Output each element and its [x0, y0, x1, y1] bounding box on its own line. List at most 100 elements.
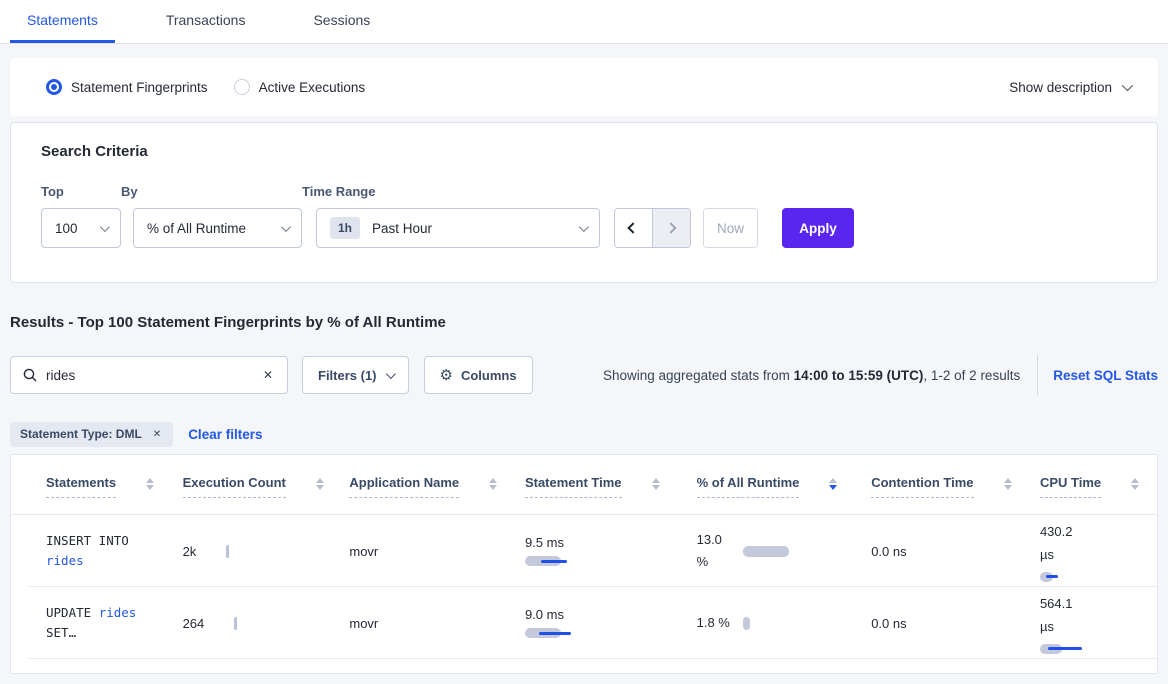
statement-time-value: 9.0 ms	[524, 607, 564, 622]
search-input[interactable]	[46, 367, 261, 383]
radio-selected-icon	[46, 79, 62, 95]
column-header-label[interactable]: Statement Time	[524, 475, 622, 498]
sort-icon[interactable]	[829, 478, 838, 490]
previous-time-range-button[interactable]	[615, 209, 653, 247]
cpu-time-value: 430.2 µs	[1039, 523, 1073, 562]
clear-search-icon[interactable]: ✕	[262, 368, 273, 382]
chevron-down-icon	[1121, 79, 1134, 92]
radio-label: Active Executions	[258, 79, 366, 95]
tab-statements[interactable]: Statements	[10, 0, 115, 43]
filter-chip-statement-type[interactable]: Statement Type: DML ✕	[10, 421, 174, 447]
column-header-label[interactable]: Application Name	[349, 475, 460, 498]
column-header-application-name: Application Name	[349, 475, 525, 514]
page-tabs: Statements Transactions Sessions	[0, 0, 1168, 44]
sort-icon[interactable]	[651, 478, 660, 490]
chevron-down-icon	[578, 221, 589, 232]
time-range-arrows	[614, 208, 691, 248]
now-button[interactable]: Now	[703, 208, 758, 248]
column-header-statement-time: Statement Time	[524, 475, 697, 514]
sort-icon[interactable]	[1131, 478, 1140, 490]
columns-label: Columns	[460, 367, 517, 383]
statement-text: INSERT INTO	[46, 533, 129, 548]
filter-chip-row: Statement Type: DML ✕ Clear filters	[10, 421, 1158, 447]
sort-asc-icon	[1003, 478, 1012, 483]
column-header-label[interactable]: Execution Count	[182, 475, 286, 498]
chevron-left-icon	[627, 222, 639, 234]
top-field: Top 100	[41, 184, 121, 248]
column-header-label[interactable]: CPU Time	[1039, 475, 1102, 498]
filters-label: Filters (1)	[318, 367, 377, 383]
filters-button[interactable]: Filters (1)	[302, 356, 409, 394]
sort-icon[interactable]	[315, 478, 324, 490]
application-name-cell: movr	[349, 615, 379, 631]
column-header-cpu-time: CPU Time	[1039, 475, 1157, 514]
chevron-down-icon	[280, 221, 291, 232]
stat-bar	[524, 627, 585, 639]
next-time-range-button[interactable]	[652, 209, 690, 247]
sort-asc-icon	[1131, 478, 1140, 483]
sort-icon[interactable]	[1003, 478, 1012, 490]
radio-label: Statement Fingerprints	[71, 79, 208, 95]
pct-runtime-value: 13.0 %	[696, 532, 722, 569]
pct-runtime-cell: 1.8 %	[697, 612, 872, 634]
remove-filter-icon[interactable]: ✕	[152, 428, 162, 440]
sort-asc-icon	[829, 478, 838, 483]
statement-search-box[interactable]: ✕	[10, 356, 288, 394]
pct-runtime-value: 1.8 %	[696, 615, 730, 630]
by-value: % of All Runtime	[147, 220, 247, 236]
by-label: By	[121, 184, 138, 199]
bar-stddev	[1047, 647, 1082, 650]
radio-statement-fingerprints[interactable]: Statement Fingerprints	[46, 79, 208, 95]
time-range-label: Time Range	[302, 184, 376, 199]
table-row[interactable]: INSERT INTO rides 2k movr 9.5 ms 13.0 % 0.0 n…	[11, 515, 1157, 587]
radio-active-executions[interactable]: Active Executions	[233, 79, 366, 95]
search-criteria-title: Search Criteria	[41, 143, 148, 160]
column-header-label[interactable]: Contention Time	[871, 475, 974, 498]
by-select[interactable]: % of All Runtime	[133, 208, 302, 248]
statement-link[interactable]: rides	[98, 605, 137, 620]
statement-cell: INSERT INTO rides	[46, 531, 183, 571]
time-range-select[interactable]: 1h Past Hour	[316, 208, 600, 248]
reset-sql-stats-link[interactable]: Reset SQL Stats	[1053, 367, 1158, 383]
table-header-row: Statements Execution Count Application Nam…	[11, 455, 1157, 515]
stat-bar	[524, 555, 585, 567]
statement-fingerprint: UPDATE rides SET…	[46, 603, 158, 643]
column-header-statements: Statements	[46, 475, 183, 514]
cpu-time-value: 564.1 µs	[1039, 595, 1073, 634]
show-description-toggle[interactable]: Show description	[1009, 79, 1134, 95]
column-header-label[interactable]: Statements	[46, 475, 117, 498]
radio-unselected-icon	[233, 79, 250, 95]
execution-count-value: 264	[182, 615, 205, 631]
pct-runtime-bar	[742, 616, 750, 630]
chevron-down-icon	[99, 221, 110, 232]
clear-filters-link[interactable]: Clear filters	[188, 426, 263, 442]
table-body: INSERT INTO rides 2k movr 9.5 ms 13.0 % 0.0 n…	[11, 515, 1157, 659]
column-header-contention-time: Contention Time	[871, 475, 1040, 514]
columns-button[interactable]: ⚙ Columns	[423, 356, 533, 394]
tab-transactions[interactable]: Transactions	[165, 12, 246, 28]
execution-count-bar	[234, 616, 237, 630]
statement-link[interactable]: rides	[46, 553, 84, 568]
stat-bar	[1039, 643, 1090, 655]
sort-icon[interactable]	[489, 478, 498, 490]
column-header-label[interactable]: % of All Runtime	[696, 475, 800, 498]
sort-desc-icon	[489, 485, 498, 490]
top-select[interactable]: 100	[41, 208, 121, 248]
table-row[interactable]: UPDATE rides SET… 264 movr 9.0 ms 1.8 % 0.0 n…	[11, 587, 1157, 659]
contention-time-cell: 0.0 ns	[871, 615, 907, 631]
apply-button[interactable]: Apply	[782, 208, 854, 248]
sort-desc-icon	[829, 485, 838, 490]
time-range-value: Past Hour	[372, 220, 433, 236]
sort-asc-icon	[489, 478, 498, 483]
statement-time-cell: 9.5 ms	[524, 535, 697, 567]
execution-count-cell: 264	[183, 616, 350, 631]
stats-time-range: 14:00 to 15:59 (UTC)	[793, 367, 924, 383]
pct-runtime-cell: 13.0 %	[697, 529, 872, 573]
cpu-time-cell: 430.2 µs	[1039, 520, 1157, 583]
sort-icon[interactable]	[146, 478, 155, 490]
application-name-cell: movr	[349, 543, 379, 559]
tab-sessions[interactable]: Sessions	[313, 12, 371, 28]
gear-icon: ⚙	[439, 367, 453, 384]
show-description-label: Show description	[1009, 79, 1112, 95]
sort-asc-icon	[315, 478, 324, 483]
